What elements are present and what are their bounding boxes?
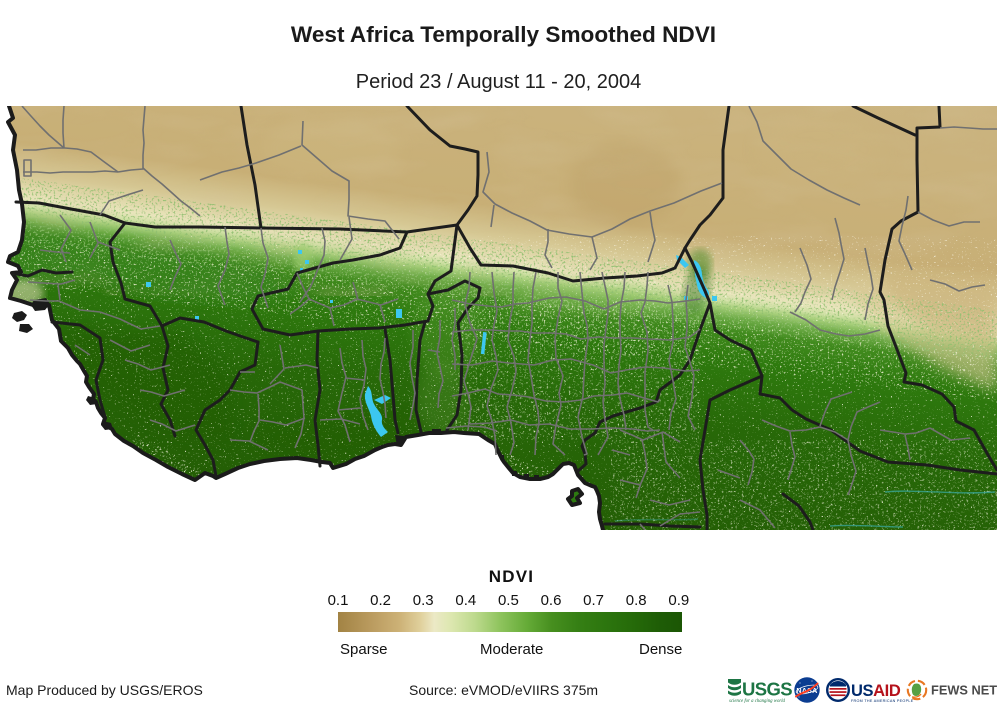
svg-text:FEWS NET: FEWS NET <box>931 683 997 698</box>
svg-text:USGS: USGS <box>742 679 792 700</box>
svg-text:FROM THE AMERICAN PEOPLE: FROM THE AMERICAN PEOPLE <box>851 699 914 703</box>
svg-text:science for a changing world: science for a changing world <box>729 699 786 704</box>
svg-text:USAID: USAID <box>851 682 901 700</box>
